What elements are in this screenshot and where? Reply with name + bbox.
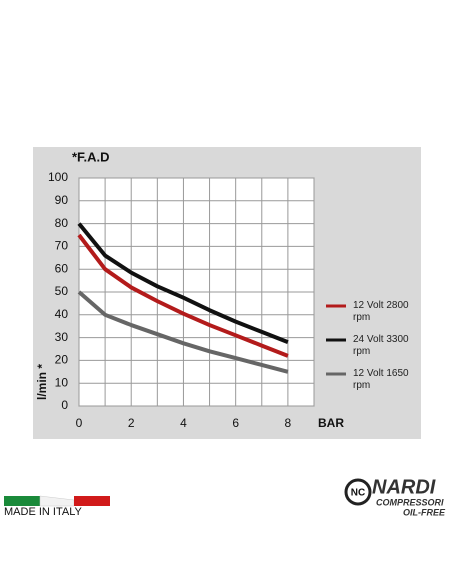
x-tick-label: 8 <box>285 416 292 430</box>
made-in-italy: MADE IN ITALY <box>4 495 110 518</box>
brand-sub: COMPRESSORI <box>376 497 444 507</box>
series-line <box>77 222 289 345</box>
y-tick-label: 90 <box>55 193 69 207</box>
y-tick-label: 30 <box>55 330 69 344</box>
series-line <box>77 290 289 374</box>
y-tick-label: 10 <box>55 375 69 389</box>
legend-label: 12 Volt 2800 rpm <box>353 300 409 323</box>
x-tick-label: 2 <box>128 416 135 430</box>
x-tick-label: 4 <box>180 416 187 430</box>
y-tick-label: 50 <box>55 284 69 298</box>
y-tick-label: 80 <box>55 216 69 230</box>
y-tick-label: 70 <box>55 239 69 253</box>
brand-tag: OIL-FREE <box>403 507 446 517</box>
series-line <box>77 233 289 358</box>
y-axis-label: l/min * <box>35 364 49 400</box>
y-tick-label: 100 <box>48 170 68 184</box>
x-tick-label: 0 <box>76 416 83 430</box>
flag-green <box>4 496 40 506</box>
flag-white <box>39 495 75 507</box>
nardi-logo: NC NARDI COMPRESSORI OIL-FREE <box>344 476 446 517</box>
x-axis-label: BAR <box>318 416 344 430</box>
brand-name: NARDI <box>372 476 436 498</box>
y-tick-label: 20 <box>55 353 69 367</box>
made-in-text: MADE IN ITALY <box>4 506 82 518</box>
legend-label: 12 Volt 1650 rpm <box>353 368 409 391</box>
x-tick-label: 6 <box>232 416 239 430</box>
legend-label: 24 Volt 3300 rpm <box>353 334 409 357</box>
y-tick-label: 60 <box>55 261 69 275</box>
logo-circle <box>344 478 372 506</box>
y-tick-label: 0 <box>61 398 68 412</box>
flag-red <box>74 496 110 506</box>
chart-title: *F.A.D <box>72 149 110 164</box>
logo-mark: NC <box>351 488 365 499</box>
y-tick-label: 40 <box>55 307 69 321</box>
